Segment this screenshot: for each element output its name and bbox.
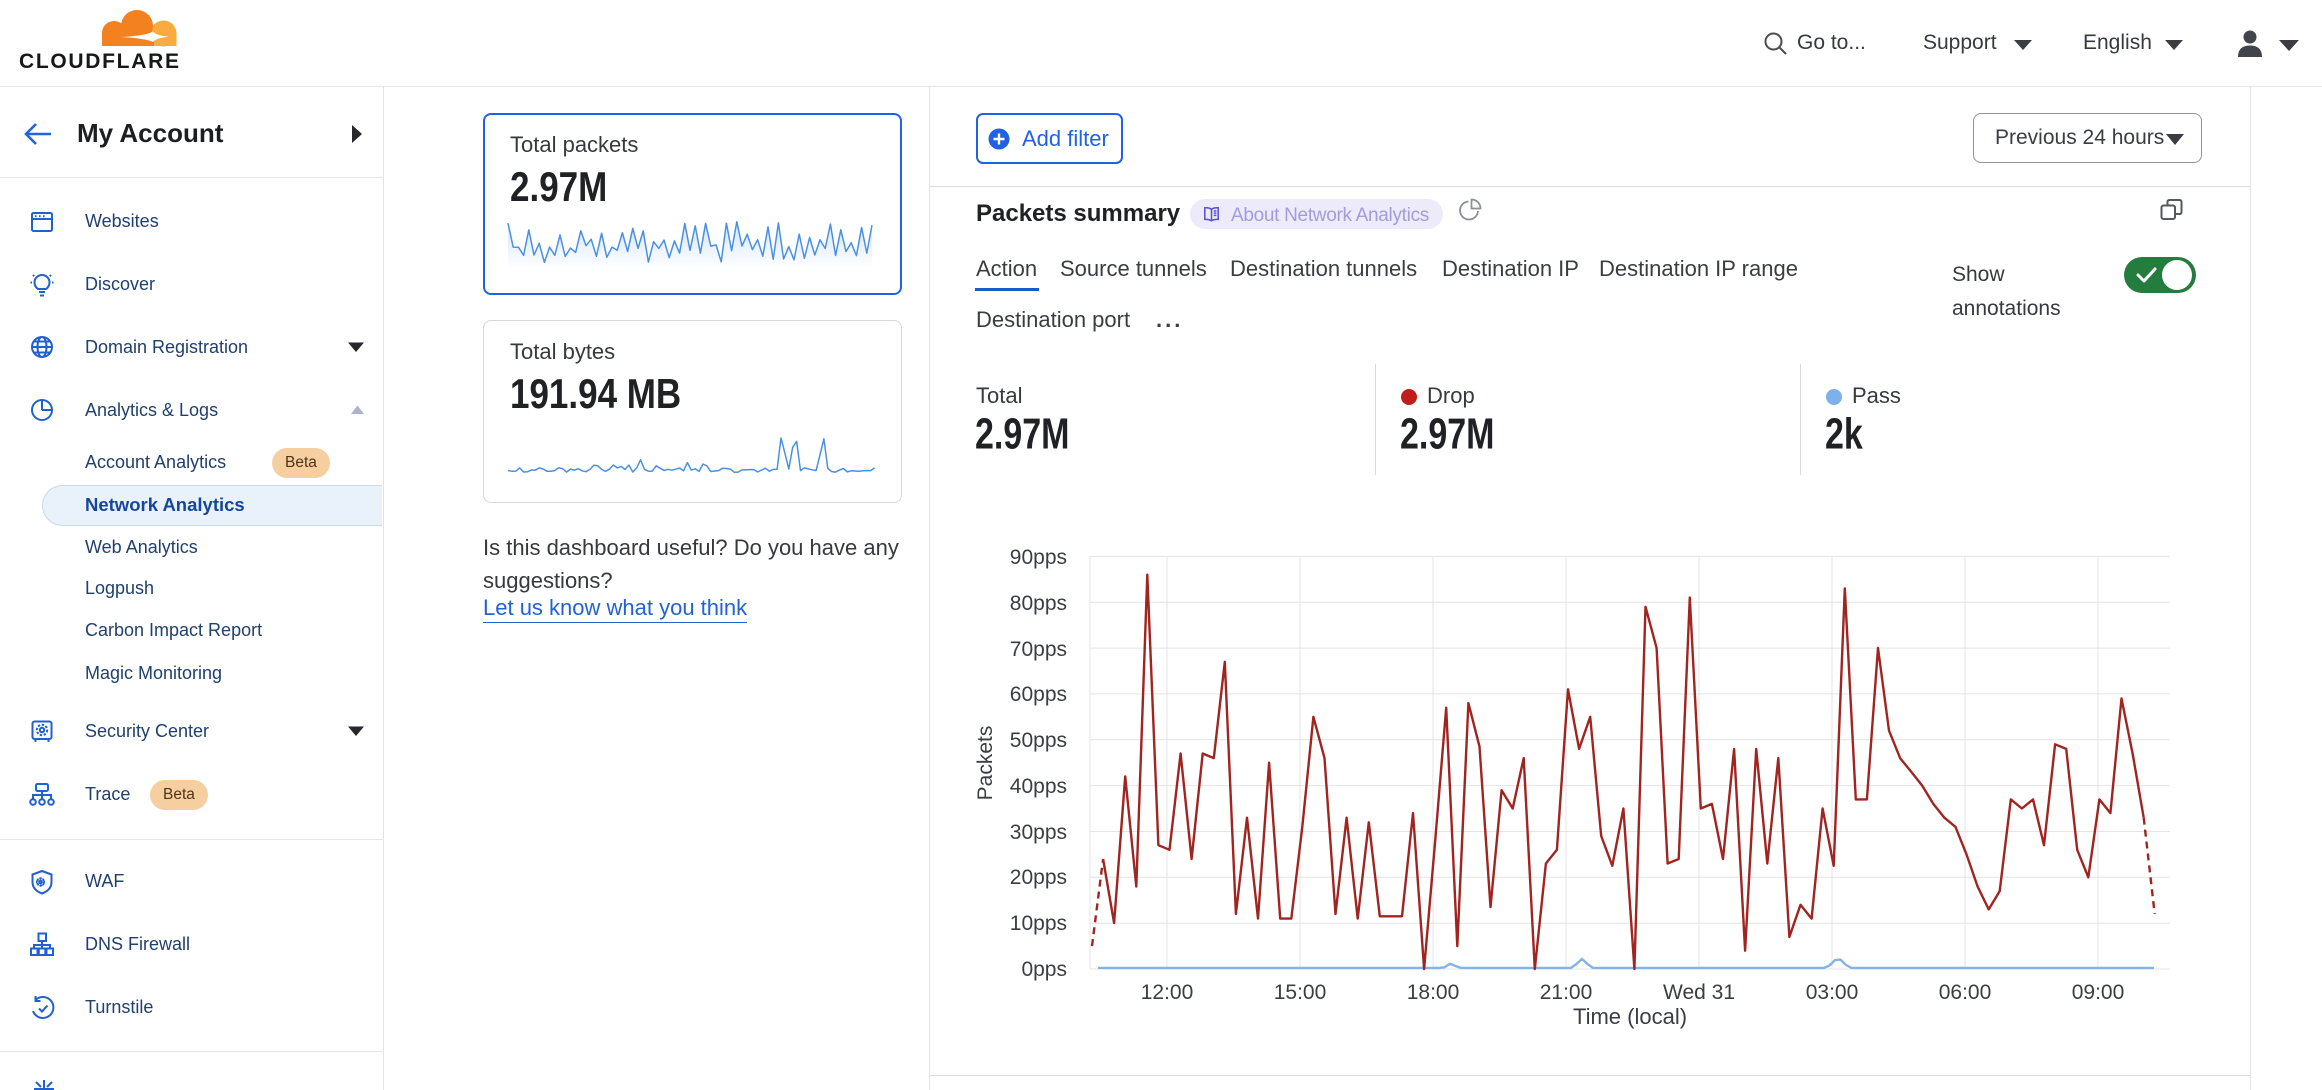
svg-text:Time (local): Time (local) bbox=[1573, 1004, 1687, 1029]
svg-text:CLOUDFLARE: CLOUDFLARE bbox=[19, 50, 181, 73]
svg-text:Wed 31: Wed 31 bbox=[1663, 981, 1735, 1004]
svg-text:0pps: 0pps bbox=[1021, 958, 1067, 981]
svg-text:21:00: 21:00 bbox=[1540, 981, 1593, 1004]
svg-text:Packets: Packets bbox=[974, 726, 997, 801]
svg-text:20pps: 20pps bbox=[1010, 866, 1067, 889]
svg-text:80pps: 80pps bbox=[1010, 592, 1067, 615]
svg-text:15:00: 15:00 bbox=[1274, 981, 1327, 1004]
svg-text:60pps: 60pps bbox=[1010, 683, 1067, 706]
svg-text:03:00: 03:00 bbox=[1806, 981, 1859, 1004]
svg-text:12:00: 12:00 bbox=[1141, 981, 1194, 1004]
svg-text:50pps: 50pps bbox=[1010, 729, 1067, 752]
svg-text:70pps: 70pps bbox=[1010, 638, 1067, 661]
svg-text:09:00: 09:00 bbox=[2072, 981, 2125, 1004]
svg-text:90pps: 90pps bbox=[1010, 546, 1067, 569]
svg-text:10pps: 10pps bbox=[1010, 912, 1067, 935]
svg-text:06:00: 06:00 bbox=[1939, 981, 1992, 1004]
svg-text:30pps: 30pps bbox=[1010, 821, 1067, 844]
svg-text:40pps: 40pps bbox=[1010, 775, 1067, 798]
svg-text:18:00: 18:00 bbox=[1407, 981, 1460, 1004]
